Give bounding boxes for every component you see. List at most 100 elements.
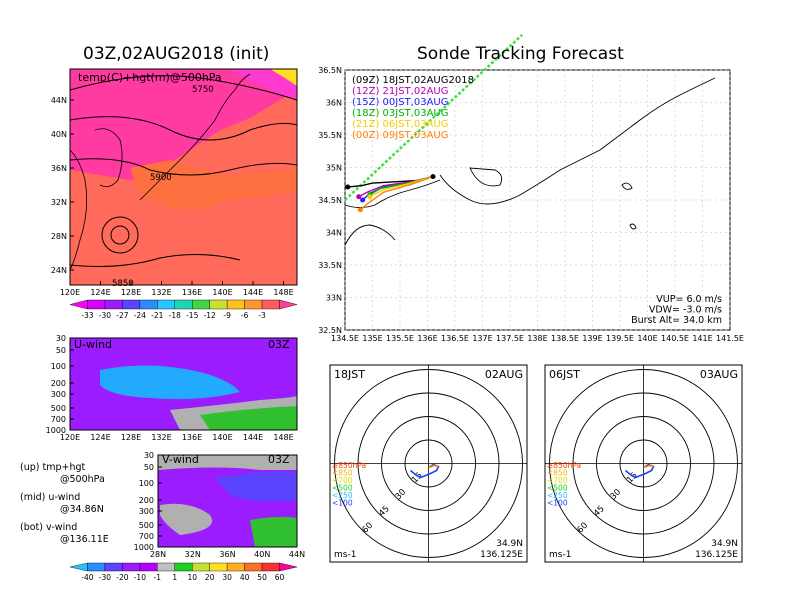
track-lon-label: 140E — [637, 334, 657, 343]
island-coast — [621, 182, 633, 190]
track-lat-label: 36N — [326, 99, 342, 108]
vwind-time: 03Z — [268, 453, 290, 466]
contour-label-5900: 5900 — [150, 173, 172, 183]
wind-colorbar-swatch — [244, 562, 263, 572]
track-lat-label: 35N — [326, 164, 342, 173]
hodograph-legend-entry: <700 — [332, 476, 353, 485]
hodograph-legend-entry: <500 — [547, 484, 568, 493]
lon-tick-label: 144E — [243, 288, 263, 297]
hodograph-legend-entry: <850 — [547, 469, 568, 478]
colorbar-tick-label: -12 — [204, 311, 216, 320]
hodograph-legend-entry: <100 — [332, 499, 353, 508]
track-endpoint — [360, 197, 366, 203]
colorbar-tick-label: -21 — [151, 311, 163, 320]
uwind-y-tick-label: 300 — [51, 390, 66, 399]
uwind-x-tick-label: 148E — [273, 433, 293, 442]
uwind-x-tick-label: 136E — [182, 433, 202, 442]
colorbar-tick-label: -6 — [241, 311, 249, 320]
uwind-green — [200, 406, 297, 430]
typhoon-contour — [110, 225, 130, 245]
track-lon-label: 138E — [527, 334, 547, 343]
uwind-y-tick-label: 700 — [51, 415, 66, 424]
colorbar-swatch — [261, 299, 280, 310]
vwind-x-tick-label: 44N — [289, 550, 305, 559]
track-lat-label: 33.5N — [318, 261, 342, 270]
launch-param: VDW= -3.0 m/s — [649, 305, 722, 316]
legend-entry: (00Z) 09JST,03AUG — [352, 130, 449, 141]
peninsula-coast — [469, 167, 503, 187]
wind-colorbar-tick-label: 1 — [172, 573, 177, 582]
left-map-axes: 44N 40N 36N 32N 28N 24N 120E 124E 128E 132E 136E 14… — [51, 96, 294, 297]
hodograph-date: 03AUG — [700, 368, 738, 381]
vwind-y-tick-label: 700 — [139, 532, 154, 541]
wind-colorbar-tick-label: -10 — [134, 573, 146, 582]
note-up-2: @500hPa — [60, 474, 105, 485]
lat-tick-label: 28N — [51, 232, 67, 241]
warm-band-2 — [130, 160, 297, 210]
colorbar-swatch — [244, 299, 263, 310]
hodograph-trace-low — [643, 464, 654, 469]
colorbar-tick-label: -15 — [186, 311, 198, 320]
track-legend: (09Z) 18JST,02AUG2018(12Z) 21JST,02AUG(1… — [352, 75, 474, 141]
uwind-time: 03Z — [268, 338, 290, 351]
vwind-blue — [215, 471, 297, 502]
colorbar-tick-label: -33 — [81, 311, 93, 320]
hodograph-time: 18JST — [334, 368, 365, 381]
track-lon-label: 141.5E — [716, 334, 744, 343]
wind-colorbar-swatch — [174, 562, 193, 572]
note-mid-2: @34.86N — [60, 504, 104, 515]
wind-colorbar-tick-label: -30 — [99, 573, 111, 582]
track-lon-label: 138.5E — [551, 334, 579, 343]
track-lon-label: 136.5E — [441, 334, 469, 343]
colorbar-swatch — [174, 299, 193, 310]
track-lon-label: 141E — [692, 334, 712, 343]
colorbar-swatch — [226, 299, 245, 310]
track-lon-label: 137E — [472, 334, 492, 343]
note-mid-1: (mid) u-wind — [20, 492, 81, 503]
wind-colorbar-swatch — [157, 562, 175, 572]
colorbar-swatch — [279, 299, 298, 310]
colorbar-tick-label: -24 — [134, 311, 146, 320]
wind-colorbar-tick-label: 60 — [275, 573, 285, 582]
colorbar-swatch — [139, 299, 158, 310]
track-series — [345, 174, 436, 213]
lon-tick-label: 140E — [212, 288, 232, 297]
island-coast — [629, 223, 637, 230]
track-map-grid: 134.5E 135E 135.5E 136E 136.5E 137E 137.5E 138E… — [318, 66, 744, 343]
vwind-gray-low — [160, 503, 212, 535]
hodograph-legend-entry: <250 — [332, 491, 353, 500]
uwind-x-tick-label: 124E — [90, 433, 110, 442]
hodograph-legend-entry: <250 — [547, 491, 568, 500]
wind-colorbar-swatch — [139, 562, 158, 572]
vwind-x-tick-label: 36N — [219, 550, 235, 559]
hodograph-unit: ms-1 — [334, 550, 356, 560]
track-lon-label: 135E — [362, 334, 382, 343]
yellow-top — [270, 69, 297, 86]
launch-param: Burst Alt= 34.0 km — [631, 315, 722, 326]
hodograph-unit: ms-1 — [549, 550, 571, 560]
legend-entry: (09Z) 18JST,02AUG2018 — [352, 75, 474, 86]
track-lon-label: 140.5E — [661, 334, 689, 343]
hodograph-lat: 34.9N — [711, 539, 738, 549]
typhoon-contour — [101, 216, 139, 254]
launch-trajectory-line — [344, 34, 523, 201]
vwind-x-tick-label: 40N — [254, 550, 270, 559]
wind-colorbar-tick-label: -20 — [116, 573, 128, 582]
wind-colorbar: -40 -30 -20 -10 -1 1 10 20 30 40 50 60 — [69, 562, 298, 582]
hodograph-trace-low — [428, 464, 439, 469]
contour-line — [69, 116, 298, 141]
left-map-frame — [69, 68, 298, 286]
uwind-label: U-wind — [74, 338, 113, 351]
colorbar-swatch — [157, 299, 175, 310]
hodograph-lat: 34.9N — [496, 539, 523, 549]
uwind-y-tick-label: 1000 — [46, 426, 66, 435]
track-lon-label: 134.5E — [331, 334, 359, 343]
vwind-y-tick-label: 50 — [144, 463, 154, 472]
track-lat-label: 34N — [326, 229, 342, 238]
lon-tick-label: 124E — [90, 288, 110, 297]
warm-band — [70, 69, 297, 180]
colorbar-tick-label: -30 — [99, 311, 111, 320]
